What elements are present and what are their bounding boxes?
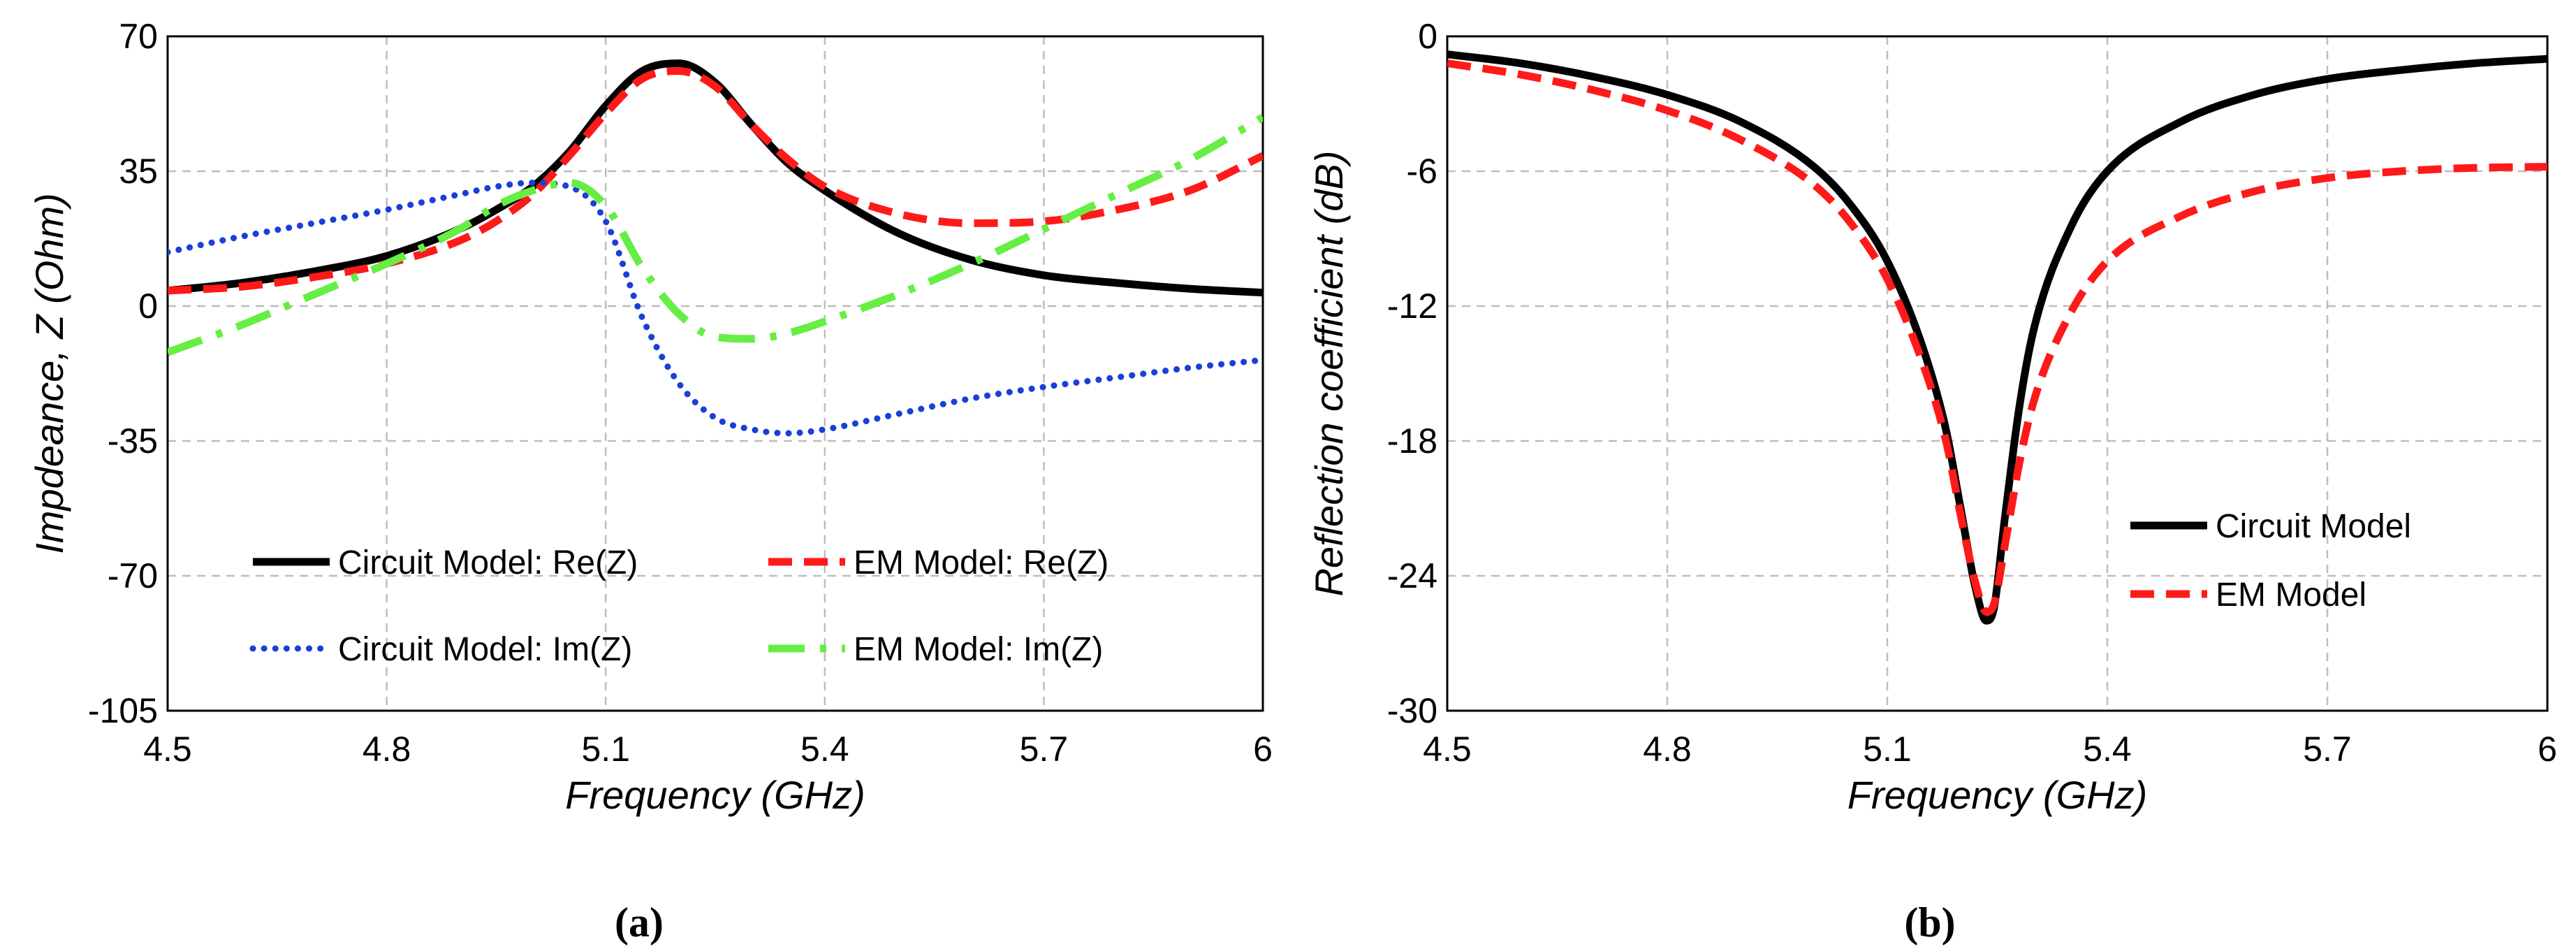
y-tick-label: -18 bbox=[1387, 421, 1437, 461]
x-tick-label: 5.1 bbox=[581, 730, 630, 769]
caption-a: (a) bbox=[615, 899, 664, 946]
series-group bbox=[168, 59, 1263, 437]
y-tick-label: 35 bbox=[119, 152, 158, 191]
y-tick-label: -12 bbox=[1387, 287, 1437, 326]
y-tick-label: 0 bbox=[138, 287, 158, 326]
x-axis-title: Frequency (GHz) bbox=[1847, 773, 2147, 817]
panel-b-reflection-chart: 4.5 4.8 5.1 5.4 5.7 6 0 -6 -12 -18 -24 -30 Frequency… bbox=[1307, 17, 2557, 817]
y-tick-label: 0 bbox=[1418, 17, 1437, 56]
x-tick-label: 4.5 bbox=[1423, 730, 1472, 769]
series-group bbox=[1447, 50, 2547, 625]
x-tick-label: 5.7 bbox=[1020, 730, 1069, 769]
x-tick-label: 5.4 bbox=[800, 730, 849, 769]
legend-label-0: Circuit Model bbox=[2216, 508, 2411, 545]
y-axis-title: Reflection coefficient (dB) bbox=[1307, 150, 1351, 596]
series-line-3 bbox=[168, 114, 1263, 356]
y-tick-label: -30 bbox=[1387, 691, 1437, 730]
caption-b: (b) bbox=[1904, 899, 1955, 946]
legend-label-3: EM Model: Im(Z) bbox=[854, 631, 1103, 668]
x-tick-label: 5.1 bbox=[1863, 730, 1912, 769]
series-line-1 bbox=[168, 67, 1263, 295]
y-tick-label: -70 bbox=[108, 556, 158, 595]
x-tick-label: 4.8 bbox=[1643, 730, 1692, 769]
x-tick-label: 6 bbox=[2538, 730, 2557, 769]
series-line-0 bbox=[168, 59, 1263, 297]
y-tick-label: -24 bbox=[1387, 556, 1437, 595]
legend-label-2: Circuit Model: Im(Z) bbox=[338, 631, 632, 668]
legend-label-1: EM Model: Re(Z) bbox=[854, 544, 1108, 581]
legend-label-1: EM Model bbox=[2216, 577, 2366, 614]
x-axis-title: Frequency (GHz) bbox=[565, 773, 865, 817]
legend-label-0: Circuit Model: Re(Z) bbox=[338, 544, 638, 581]
series-line-0 bbox=[1447, 50, 2547, 625]
y-axis-title: Impdeance, Z (Ohm) bbox=[27, 193, 71, 554]
plot-frame bbox=[1446, 35, 2549, 712]
x-tick-label: 5.7 bbox=[2303, 730, 2352, 769]
x-tick-label: 4.8 bbox=[363, 730, 411, 769]
panel-a-impedance-chart: 4.5 4.8 5.1 5.4 5.7 6 70 35 0 -35 -70 -105 Frequency… bbox=[27, 17, 1273, 817]
series-line-2 bbox=[168, 180, 1263, 437]
plot-frame bbox=[166, 35, 1264, 712]
y-tick-label: -35 bbox=[108, 421, 158, 461]
x-tick-label: 6 bbox=[1253, 730, 1273, 769]
series-line-1 bbox=[1447, 59, 2547, 616]
x-tick-label: 4.5 bbox=[143, 730, 192, 769]
y-tick-label: 70 bbox=[119, 17, 158, 56]
x-tick-label: 5.4 bbox=[2083, 730, 2132, 769]
y-tick-label: -6 bbox=[1407, 152, 1437, 191]
y-tick-label: -105 bbox=[88, 691, 158, 730]
